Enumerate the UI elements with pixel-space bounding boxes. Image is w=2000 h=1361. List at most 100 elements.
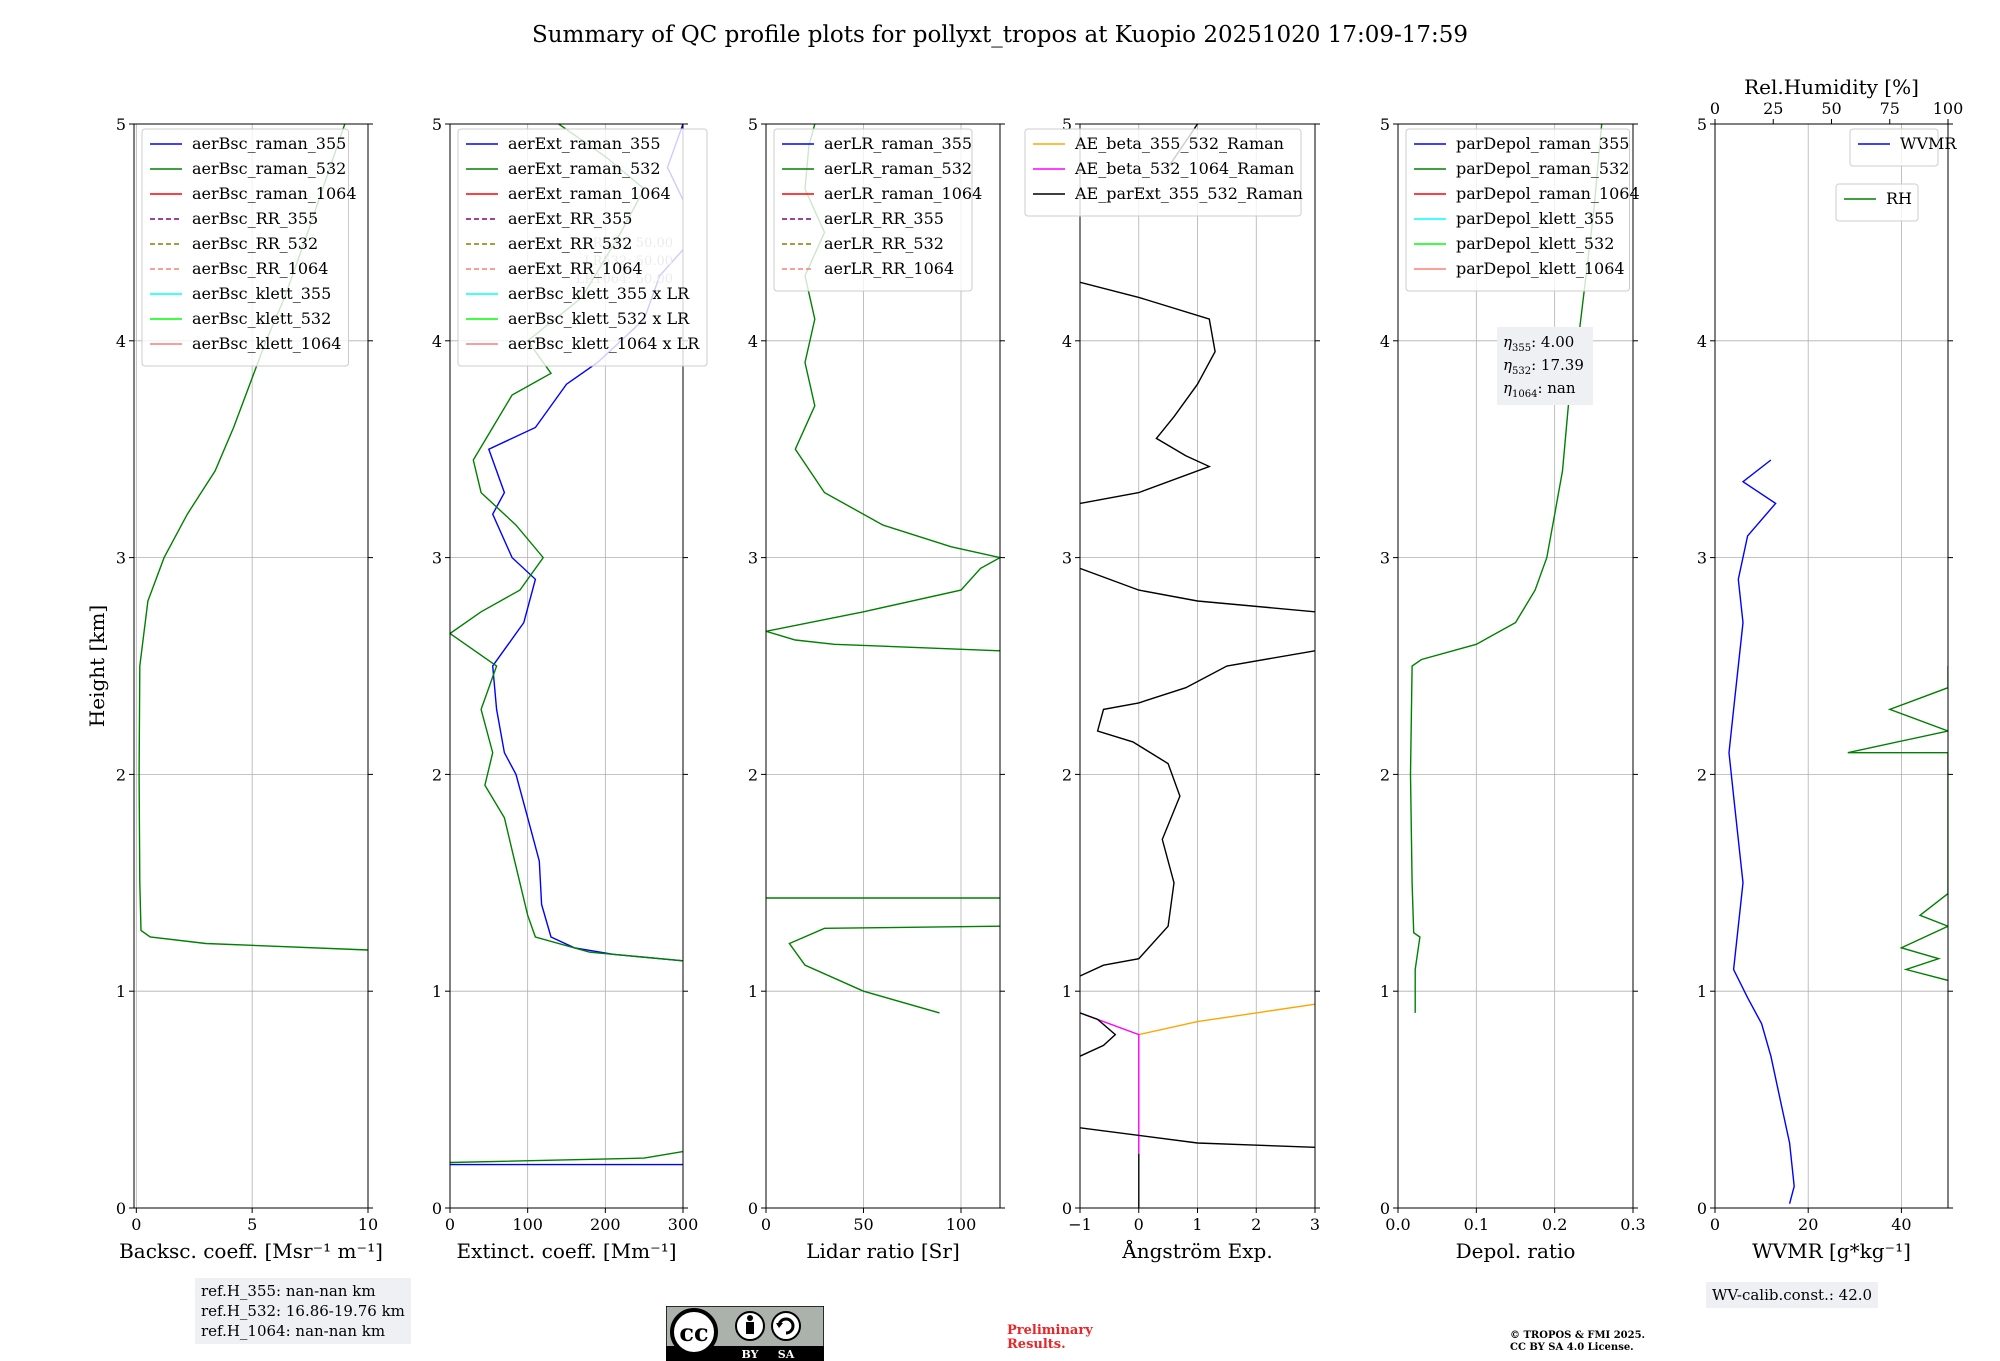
legend-box	[1405, 128, 1630, 292]
copyright-line-2: CC BY SA 4.0 License.	[1510, 1342, 1634, 1353]
eta-value: η355: 4.00	[1503, 333, 1574, 354]
axes-frame	[1714, 123, 1949, 1209]
x-tick-label: 0.1	[1464, 1215, 1489, 1234]
panel-backscatter: 0 5 10 0 1 2 3 4 5 Backsc. coeff. [Msr⁻¹ m⁻¹] Heig…	[85, 115, 383, 1263]
panel-wvmr: 0 20 40 0 1 2 3 4 5 WVMR [g*kg⁻¹] 0 25 50 75 100 Rel.Hu…	[1697, 75, 1963, 1263]
legend-box	[1849, 128, 1939, 167]
legend-label: parDepol_raman_532	[1456, 159, 1629, 178]
legend: aerBsc_raman_355 aerBsc_raman_532 aerBsc_r…	[141, 128, 357, 367]
preliminary-line-1: Preliminary	[1007, 1323, 1093, 1338]
y-tick-label: 2	[1380, 765, 1390, 784]
top-x-tick-label: 100	[1933, 99, 1964, 118]
top-x-tick-label: 0	[1710, 99, 1720, 118]
x-tick-label: 0.3	[1620, 1215, 1645, 1234]
series-AE_parExt_355_532_Raman	[1080, 1127, 1315, 1148]
x-tick-label: 100	[512, 1215, 543, 1234]
y-tick-label: 3	[748, 549, 758, 568]
axes-frame	[133, 123, 369, 1209]
reference-height-box: ref.H_355: nan-nan km ref.H_532: 16.86-1…	[195, 1278, 411, 1344]
x-tick-label: 40	[1891, 1215, 1911, 1234]
top-x-tick-label: 50	[1821, 99, 1841, 118]
x-tick-label: 0	[1710, 1215, 1720, 1234]
series-AE_beta_532_1064_Raman	[1080, 1012, 1140, 1154]
series-AE_beta_355_532_Raman	[1138, 1003, 1315, 1036]
y-tick-label: 5	[116, 115, 126, 134]
y-tick-label: 5	[748, 115, 758, 134]
axes-frame	[1397, 123, 1634, 1209]
legend-label: aerLR_raman_532	[824, 159, 972, 178]
y-tick-label: 5	[1697, 115, 1707, 134]
ref-height-1064: ref.H_1064: nan-nan km	[201, 1322, 386, 1340]
y-tick-label: 1	[1697, 982, 1707, 1001]
legend-label: aerLR_RR_1064	[824, 259, 954, 278]
y-tick-label: 0	[748, 1199, 758, 1218]
legend: parDepol_raman_355 parDepol_raman_532 parD…	[1405, 128, 1640, 292]
y-tick-label: 0	[1062, 1199, 1072, 1218]
y-tick-label: 4	[1697, 332, 1707, 351]
x-tick-label: 0	[761, 1215, 771, 1234]
y-axis-label: Height [km]	[85, 605, 109, 727]
y-tick-label: 3	[432, 549, 442, 568]
cc-sa-label: SA	[778, 1348, 795, 1361]
y-tick-label: 2	[432, 765, 442, 784]
legend-label: aerLR_RR_532	[824, 234, 944, 253]
x-tick-label: 5	[247, 1215, 257, 1234]
legend-label: aerBsc_raman_1064	[192, 184, 357, 203]
eta-box-bg	[1497, 327, 1593, 405]
top-axis-label: Rel.Humidity [%]	[1744, 75, 1919, 99]
legend-label: aerBsc_klett_1064	[192, 334, 341, 353]
x-tick-label: 0.2	[1542, 1215, 1567, 1234]
legend-label: aerExt_raman_532	[508, 159, 661, 178]
y-tick-label: 1	[1380, 982, 1390, 1001]
y-tick-label: 3	[1380, 549, 1390, 568]
x-axis-label: Lidar ratio [Sr]	[806, 1239, 960, 1263]
x-axis-label: Ångström Exp.	[1121, 1238, 1272, 1263]
y-tick-label: 2	[748, 765, 758, 784]
series-RH	[1847, 666, 1948, 982]
x-tick-label: 1	[1192, 1215, 1202, 1234]
by-icon	[735, 1311, 765, 1341]
x-tick-label: 2	[1251, 1215, 1261, 1234]
legend-label: parDepol_klett_1064	[1456, 259, 1625, 278]
y-tick-label: 1	[116, 982, 126, 1001]
series-aerExt_raman_532	[450, 1150, 683, 1164]
y-tick-label: 1	[748, 982, 758, 1001]
legend-box	[141, 128, 349, 367]
preliminary-note: Preliminary Results.	[1007, 1324, 1093, 1352]
top-x-tick-label: 75	[1880, 99, 1900, 118]
legend-label: aerExt_raman_1064	[508, 184, 671, 203]
legend-box	[773, 128, 973, 292]
legend: aerLR_raman_355 aerLR_raman_532 aerLR_rama…	[773, 128, 982, 292]
legend: AE_beta_355_532_Raman AE_beta_532_1064_Ra…	[1024, 128, 1303, 217]
y-tick-label: 1	[1062, 982, 1072, 1001]
legend-label: aerBsc_RR_1064	[192, 259, 328, 278]
x-tick-label: 100	[946, 1215, 977, 1234]
legend-label: parDepol_raman_1064	[1456, 184, 1640, 203]
panel-lidar_ratio: 0 50 100 0 1 2 3 4 5 Lidar ratio [Sr] aerLR_raman_…	[748, 115, 1005, 1263]
y-tick-label: 5	[1380, 115, 1390, 134]
y-tick-label: 2	[116, 765, 126, 784]
legend-box	[1835, 183, 1919, 222]
x-tick-label: 0.0	[1385, 1215, 1410, 1234]
legend-label: parDepol_raman_355	[1456, 134, 1629, 153]
legend: WVMR	[1849, 128, 1957, 167]
y-tick-label: 4	[748, 332, 758, 351]
legend-label: aerBsc_klett_532	[192, 309, 331, 328]
axes-frame	[765, 123, 1001, 1209]
legend-box	[1024, 128, 1302, 217]
y-tick-label: 2	[1697, 765, 1707, 784]
y-tick-label: 3	[1062, 549, 1072, 568]
y-tick-label: 2	[1062, 765, 1072, 784]
legend-label: aerBsc_raman_355	[192, 134, 346, 153]
legend-label: aerExt_RR_532	[508, 234, 632, 253]
legend: aerExt_raman_355 aerExt_raman_532 aerExt_r…	[457, 128, 708, 367]
preliminary-line-2: Results.	[1007, 1337, 1066, 1352]
cc-icon: cc	[670, 1308, 718, 1356]
x-axis-label: Backsc. coeff. [Msr⁻¹ m⁻¹]	[119, 1239, 383, 1263]
legend-label: aerBsc_klett_355	[192, 284, 331, 303]
copyright-line-1: © TROPOS & FMI 2025.	[1510, 1330, 1646, 1341]
legend-label: AE_beta_355_532_Raman	[1074, 134, 1284, 153]
